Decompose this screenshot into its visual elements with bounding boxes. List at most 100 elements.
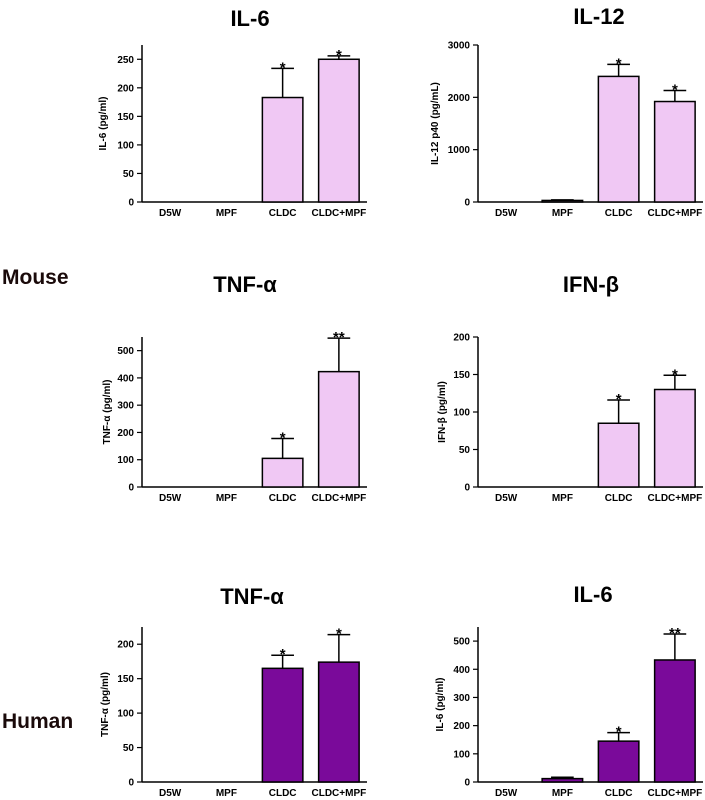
chart-1-category-label: CLDC+MPF: [312, 208, 367, 219]
chart-panel-5: TNF-α TNF-α (pg/ml) 0 50 100 150 200 D5W MPF * CLD…: [100, 584, 367, 799]
chart-4-y-axis-label: IFN-β (pg/ml): [437, 381, 448, 443]
chart-1-bar-cldc: [261, 96, 304, 203]
chart-3-y-tick-label: 100: [117, 455, 134, 466]
chart-panel-1: IL-6 IL-6 (pg/ml) 0 50 100 150 200 250 D5W MPF * CL…: [98, 6, 367, 219]
chart-3-y-axis-label: TNF-α (pg/ml): [102, 379, 113, 444]
chart-4-title: IFN-β: [563, 272, 619, 297]
chart-4-category-label: CLDC+MPF: [648, 493, 703, 504]
chart-6-title: IL-6: [573, 582, 612, 607]
chart-5-category-label: D5W: [159, 788, 182, 799]
chart-5-category-label: CLDC: [269, 788, 297, 799]
chart-3-y-tick-label: 400: [117, 373, 134, 384]
chart-1-category-label: MPF: [216, 208, 237, 219]
chart-4-bar-cldc: [597, 422, 640, 488]
chart-1-category-label: D5W: [159, 208, 182, 219]
chart-panel-6: IL-6 IL-6 (pg/ml) 0 100 200 300 400 500 D5W MPF * C…: [435, 582, 703, 799]
chart-6-bar-cldc+mpf: [653, 659, 696, 783]
chart-5-significance-mark: *: [280, 646, 286, 663]
chart-6-category-label: CLDC+MPF: [648, 788, 703, 799]
chart-3-y-tick-label: 500: [117, 346, 134, 357]
chart-panel-3: TNF-α TNF-α (pg/ml) 0 100 200 300 400 500 D5W MPF…: [102, 272, 367, 504]
chart-2-y-tick-label: 2000: [448, 93, 471, 104]
chart-3-y-tick-label: 200: [117, 428, 134, 439]
chart-2-title: IL-12: [573, 4, 624, 29]
chart-2-y-tick-label: 3000: [448, 41, 471, 52]
chart-2-category-label: D5W: [495, 208, 518, 219]
chart-2-y-axis-label: IL-12 p40 (pg/mL): [430, 82, 441, 165]
chart-6-significance-mark: **: [669, 625, 681, 642]
chart-2-y-tick-label: 1000: [448, 145, 471, 156]
chart-6-y-tick-label: 200: [453, 721, 470, 732]
chart-5-y-tick-label: 0: [128, 778, 134, 789]
chart-3-significance-mark: *: [280, 429, 286, 446]
chart-6-significance-mark: *: [616, 724, 622, 741]
row-label-mouse: Mouse: [2, 266, 69, 289]
chart-6-bar-cldc: [597, 740, 640, 783]
chart-2-category-label: CLDC: [605, 208, 633, 219]
chart-1-y-tick-label: 250: [117, 55, 134, 66]
chart-5-significance-mark: *: [336, 626, 342, 643]
chart-3-bar-cldc: [261, 457, 304, 488]
chart-2-bar-cldc: [597, 75, 640, 203]
chart-5-bar-cldc: [261, 667, 304, 783]
row-label-human: Human: [2, 710, 74, 733]
chart-3-bar-cldc+mpf: [317, 370, 360, 488]
chart-3-category-label: CLDC: [269, 493, 297, 504]
chart-4-y-tick-label: 0: [464, 483, 470, 494]
chart-1-category-label: CLDC: [269, 208, 297, 219]
chart-5-category-label: CLDC+MPF: [312, 788, 367, 799]
chart-3-significance-mark: **: [333, 329, 345, 346]
chart-4-significance-mark: *: [616, 391, 622, 408]
chart-5-category-label: MPF: [216, 788, 237, 799]
chart-2-bar-cldc+mpf: [653, 100, 696, 203]
chart-4-category-label: D5W: [495, 493, 518, 504]
chart-3-category-label: CLDC+MPF: [312, 493, 367, 504]
chart-6-y-tick-label: 100: [453, 749, 470, 760]
chart-1-significance-mark: *: [280, 59, 286, 76]
chart-5-y-tick-label: 50: [123, 743, 135, 754]
chart-6-y-tick-label: 300: [453, 693, 470, 704]
chart-4-y-tick-label: 50: [459, 445, 471, 456]
chart-6-bar-mpf: [541, 777, 584, 783]
chart-1-y-tick-label: 0: [128, 198, 134, 209]
chart-3-category-label: MPF: [216, 493, 237, 504]
chart-2-significance-mark: *: [672, 82, 678, 99]
chart-3-y-tick-label: 300: [117, 401, 134, 412]
chart-1-y-tick-label: 150: [117, 112, 134, 123]
chart-6-category-label: MPF: [552, 788, 573, 799]
chart-2-y-tick-label: 0: [464, 198, 470, 209]
chart-2-bar-mpf: [541, 199, 584, 203]
chart-2-category-label: MPF: [552, 208, 573, 219]
chart-6-category-label: CLDC: [605, 788, 633, 799]
chart-4-y-tick-label: 100: [453, 408, 470, 419]
chart-4-y-tick-label: 200: [453, 333, 470, 344]
chart-5-y-axis-label: TNF-α (pg/ml): [100, 672, 111, 737]
chart-panel-2: IL-12 IL-12 p40 (pg/mL) 0 1000 2000 3000 D5W MP…: [430, 4, 703, 219]
chart-5-y-tick-label: 150: [117, 674, 134, 685]
chart-1-title: IL-6: [230, 6, 269, 31]
chart-4-category-label: MPF: [552, 493, 573, 504]
chart-6-y-tick-label: 400: [453, 665, 470, 676]
chart-4-category-label: CLDC: [605, 493, 633, 504]
chart-1-y-tick-label: 200: [117, 83, 134, 94]
chart-5-y-tick-label: 100: [117, 709, 134, 720]
chart-6-y-tick-label: 500: [453, 637, 470, 648]
chart-6-y-axis-label: IL-6 (pg/ml): [435, 678, 446, 732]
chart-4-y-tick-label: 150: [453, 370, 470, 381]
chart-1-y-tick-label: 50: [123, 169, 135, 180]
chart-4-significance-mark: *: [672, 366, 678, 383]
chart-6-category-label: D5W: [495, 788, 518, 799]
chart-5-y-tick-label: 200: [117, 640, 134, 651]
chart-1-significance-mark: *: [336, 47, 342, 64]
chart-1-y-axis-label: IL-6 (pg/ml): [98, 97, 109, 151]
chart-2-significance-mark: *: [616, 55, 622, 72]
chart-3-title: TNF-α: [213, 272, 277, 297]
chart-4-bar-cldc+mpf: [653, 388, 696, 488]
chart-1-y-tick-label: 100: [117, 140, 134, 151]
chart-5-title: TNF-α: [220, 584, 284, 609]
chart-3-y-tick-label: 0: [128, 483, 134, 494]
chart-6-y-tick-label: 0: [464, 778, 470, 789]
chart-panel-4: IFN-β IFN-β (pg/ml) 0 50 100 150 200 D5W MPF * CLD…: [437, 272, 703, 504]
chart-3-category-label: D5W: [159, 493, 182, 504]
